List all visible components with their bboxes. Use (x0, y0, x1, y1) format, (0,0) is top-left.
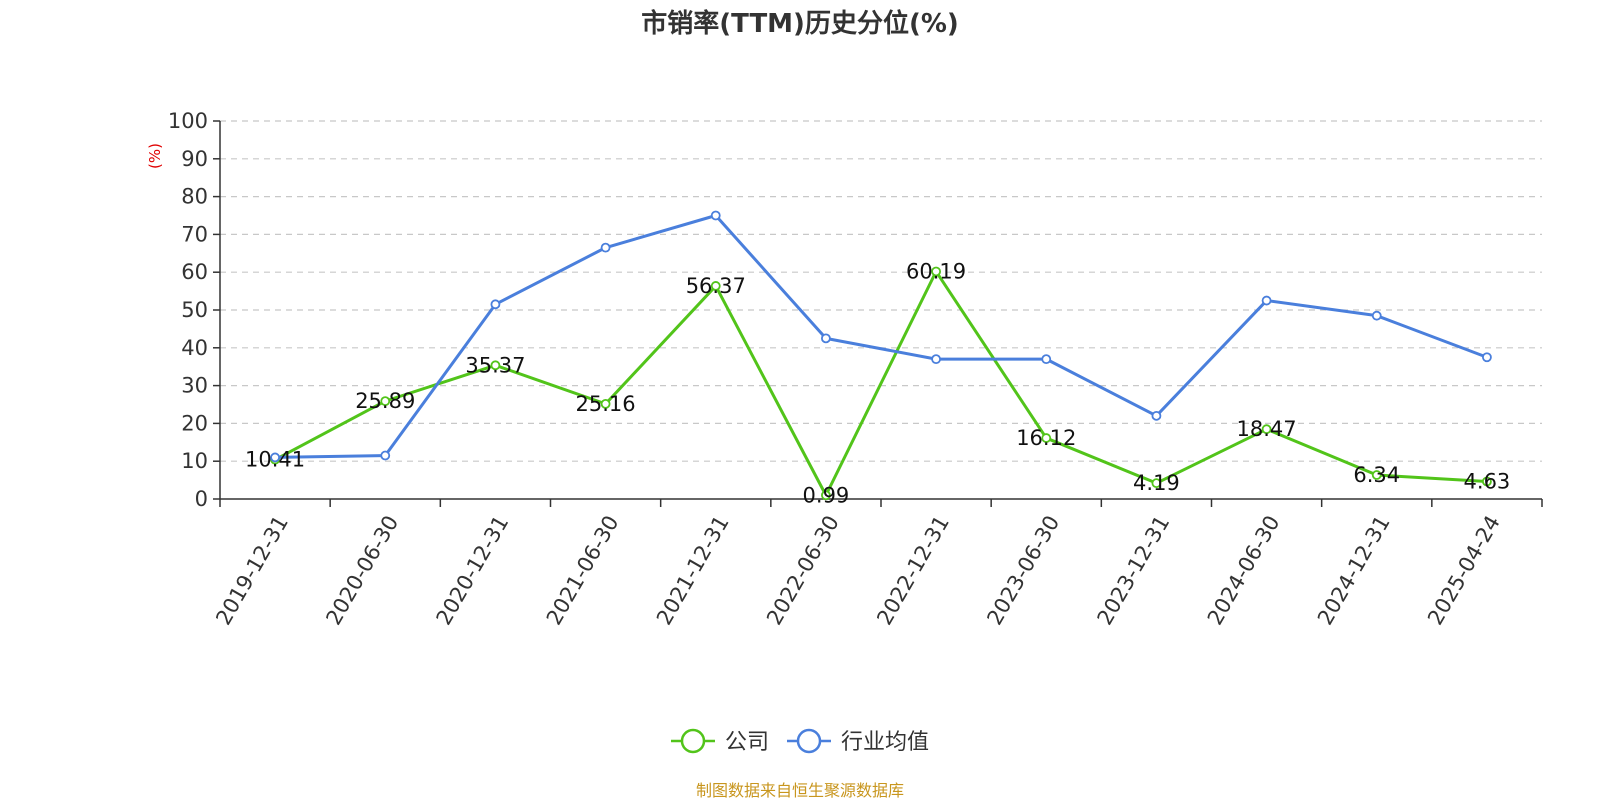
y-axis-unit: (%) (146, 143, 164, 169)
source-note: 制图数据来自恒生聚源数据库 (696, 781, 904, 800)
legend-circle-icon (680, 728, 706, 754)
data-label: 56.37 (686, 274, 746, 298)
data-point[interactable] (270, 452, 280, 463)
data-point[interactable] (1482, 476, 1492, 487)
x-tick-label: 2024-06-30 (1203, 511, 1285, 629)
data-label: 25.16 (576, 392, 636, 416)
x-tick-label: 2022-12-31 (872, 511, 954, 629)
data-point[interactable] (1151, 410, 1162, 421)
legend-circle-icon (796, 728, 822, 754)
legend-label: 行业均值 (841, 730, 929, 755)
data-label: 18.47 (1237, 417, 1297, 441)
x-tick-label: 2019-12-31 (211, 511, 293, 629)
x-tick-label: 2020-06-30 (321, 511, 403, 629)
legend-label: 公司 (725, 730, 769, 755)
y-tick-label: 10 (181, 449, 208, 473)
data-point[interactable] (1261, 424, 1272, 435)
data-point[interactable] (931, 266, 941, 277)
data-label: 6.34 (1353, 463, 1400, 487)
legend-item[interactable]: 公司 (670, 728, 769, 755)
data-point[interactable] (1371, 310, 1382, 321)
x-tick-label: 2021-06-30 (542, 511, 624, 629)
data-point[interactable] (821, 490, 831, 501)
x-tick-label: 2024-12-31 (1313, 511, 1395, 629)
data-labels: 10.41 25.89 35.37 25.16 56.37 0.99 60.19 16.12 4… (245, 259, 1510, 507)
y-tick-label: 0 (195, 487, 208, 511)
x-tick-label: 2021-12-31 (652, 511, 734, 629)
x-tick-label: 2022-06-30 (762, 511, 844, 629)
y-tick-label: 30 (181, 374, 208, 398)
data-point[interactable] (821, 333, 831, 344)
chart-title: 市销率(TTM)历史分位(%) (641, 8, 959, 39)
data-point[interactable] (600, 242, 611, 253)
data-point[interactable] (600, 398, 611, 409)
y-tick-label: 60 (181, 260, 208, 284)
data-point[interactable] (490, 360, 501, 371)
y-tick-label: 50 (181, 298, 208, 322)
series-line (274, 269, 1488, 497)
data-point[interactable] (710, 281, 721, 291)
legend[interactable]: 公司 行业均值 (670, 728, 929, 755)
data-label: 10.41 (245, 448, 305, 472)
data-point[interactable] (1041, 354, 1052, 365)
data-point[interactable] (931, 354, 941, 365)
data-label: 16.12 (1016, 426, 1076, 450)
series-line (275, 214, 1488, 459)
data-point[interactable] (1041, 433, 1052, 443)
y-tick-label: 80 (181, 185, 208, 209)
legend-item[interactable]: 行业均值 (787, 728, 929, 755)
axes: 0 10 20 30 40 50 60 70 80 90 100 2019-12-31 2020-06-… (168, 109, 1543, 629)
x-tick-label: 2023-06-30 (982, 511, 1064, 629)
data-point[interactable] (490, 299, 501, 310)
y-tick-label: 90 (181, 147, 208, 171)
data-label: 35.37 (465, 353, 525, 377)
data-point[interactable] (1371, 470, 1382, 480)
data-label: 25.89 (355, 389, 415, 413)
data-label: 4.63 (1464, 469, 1511, 493)
data-point[interactable] (1482, 352, 1492, 363)
x-tick-label: 2025-04-24 (1423, 511, 1505, 629)
y-tick-label: 70 (181, 222, 208, 246)
gridlines (220, 120, 1542, 462)
x-tick-label: 2023-12-31 (1093, 511, 1175, 629)
x-tick-label: 2020-12-31 (432, 511, 514, 629)
y-tick-label: 20 (181, 411, 208, 435)
data-label: 4.19 (1133, 471, 1180, 495)
data-point[interactable] (1151, 478, 1162, 489)
data-label: 0.99 (803, 483, 850, 507)
y-tick-label: 100 (168, 109, 208, 133)
data-point[interactable] (710, 210, 721, 221)
data-point[interactable] (380, 396, 391, 407)
data-point[interactable] (1261, 295, 1272, 306)
y-tick-label: 40 (181, 336, 208, 360)
data-label: 60.19 (906, 259, 966, 283)
data-point[interactable] (380, 450, 391, 461)
series-lines (270, 210, 1492, 501)
